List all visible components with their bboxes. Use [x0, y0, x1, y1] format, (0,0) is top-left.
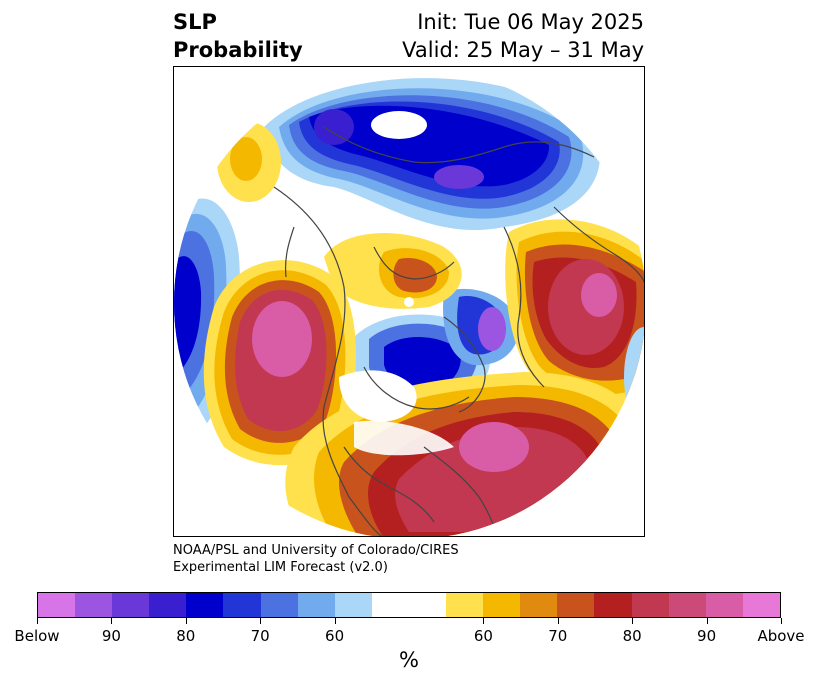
init-date: Init: Tue 06 May 2025 — [417, 10, 644, 34]
colorbar-segment — [186, 593, 224, 617]
colorbar-segment — [742, 593, 780, 617]
colorbar-segment — [223, 593, 261, 617]
colorbar-tick — [111, 618, 113, 624]
colorbar-segment — [668, 593, 706, 617]
neutral-region — [339, 370, 454, 456]
above-region-pacific — [217, 122, 281, 202]
colorbar-tick-label: Below — [14, 627, 60, 645]
above-region-polar — [324, 233, 462, 309]
colorbar-tick — [557, 618, 559, 624]
colorbar-tick-label: 60 — [325, 627, 345, 645]
title-type: Probability — [173, 38, 303, 62]
polar-map-svg — [174, 67, 644, 536]
colorbar-tick-label: 90 — [697, 627, 717, 645]
colorbar-segment — [483, 593, 521, 617]
colorbar-segment — [75, 593, 113, 617]
above-region-west-pacific — [203, 260, 356, 466]
colorbar-tick — [781, 618, 782, 624]
probability-map — [173, 66, 645, 537]
credit-line-1: NOAA/PSL and University of Colorado/CIRE… — [173, 543, 459, 558]
map-title: SLP Probability — [173, 8, 303, 64]
colorbar-tick — [483, 618, 485, 624]
above-region-east — [505, 219, 644, 408]
below-region-north — [264, 78, 600, 231]
colorbar-segment — [112, 593, 150, 617]
colorbar-segment — [557, 593, 595, 617]
colorbar-tick-label: 90 — [101, 627, 121, 645]
colorbar-segment — [520, 593, 558, 617]
colorbar-tick — [706, 618, 708, 624]
colorbar-segment — [371, 593, 409, 617]
colorbar-unit: % — [399, 648, 419, 672]
colorbar-segment — [38, 593, 76, 617]
colorbar-tick — [37, 618, 38, 624]
title-variable: SLP — [173, 10, 217, 34]
colorbar-tick — [185, 618, 187, 624]
colorbar-tick-label: 80 — [622, 627, 642, 645]
forecast-field — [174, 67, 644, 536]
colorbar-segment — [631, 593, 669, 617]
colorbar-segment — [594, 593, 632, 617]
colorbar-tick-label: 60 — [473, 627, 493, 645]
colorbar — [37, 592, 781, 618]
colorbar-tick-label: Above — [757, 627, 805, 645]
colorbar-tick-label: 80 — [176, 627, 196, 645]
colorbar-tick — [334, 618, 336, 624]
colorbar-segment — [334, 593, 372, 617]
valid-range: Valid: 25 May – 31 May — [402, 38, 644, 62]
coastlines — [273, 102, 644, 536]
colorbar-segment — [260, 593, 298, 617]
credit-line-2: Experimental LIM Forecast (v2.0) — [173, 560, 388, 575]
colorbar-segment — [297, 593, 335, 617]
colorbar-tick — [260, 618, 262, 624]
colorbar-tick-label: 70 — [250, 627, 270, 645]
colorbar-tick — [632, 618, 634, 624]
forecast-dates: Init: Tue 06 May 2025 Valid: 25 May – 31… — [402, 8, 644, 64]
credit-text: NOAA/PSL and University of Colorado/CIRE… — [173, 542, 459, 576]
colorbar-tick-label: 70 — [548, 627, 568, 645]
colorbar-segment — [408, 593, 447, 617]
colorbar-segment — [446, 593, 484, 617]
colorbar-segment — [149, 593, 187, 617]
colorbar-segment — [705, 593, 743, 617]
